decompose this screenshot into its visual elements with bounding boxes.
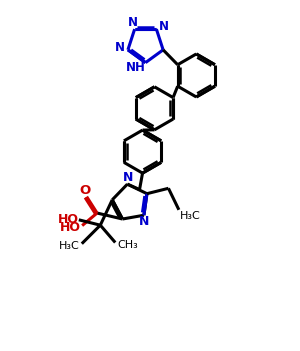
Text: HO: HO <box>58 213 79 226</box>
Text: N: N <box>115 41 124 54</box>
Text: NH: NH <box>126 61 146 74</box>
Text: H₃C: H₃C <box>180 211 201 221</box>
Text: O: O <box>80 184 91 197</box>
Text: N: N <box>123 171 133 184</box>
Text: H₃C: H₃C <box>59 241 80 251</box>
Text: HO: HO <box>60 220 81 233</box>
Text: N: N <box>139 215 150 228</box>
Text: CH₃: CH₃ <box>117 240 138 250</box>
Text: N: N <box>159 20 169 33</box>
Text: N: N <box>128 16 138 29</box>
